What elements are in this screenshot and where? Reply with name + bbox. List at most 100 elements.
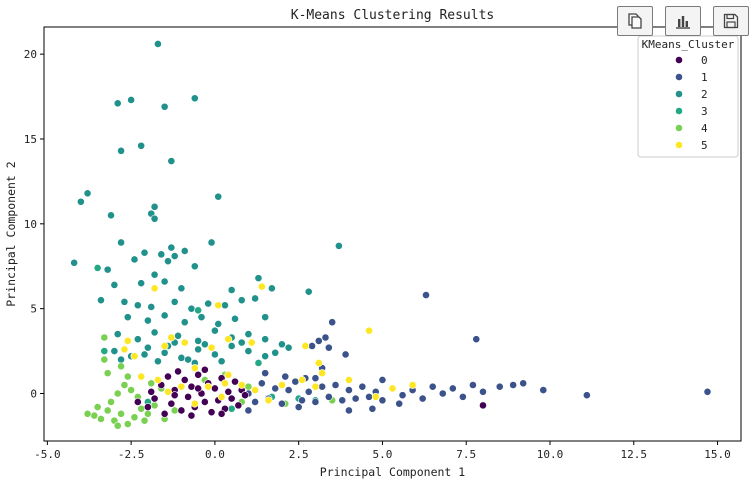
cluster-2-point [210, 350, 219, 359]
chart-title: K-Means Clustering Results [291, 8, 495, 23]
cluster-1-point [368, 404, 377, 413]
cluster-4-point [83, 409, 92, 418]
cluster-2-point [261, 335, 270, 344]
cluster-4-point [107, 398, 115, 406]
cluster-2-point [110, 347, 119, 355]
y-axis-title: Principal Component 2 [4, 161, 18, 306]
cluster-2-point [167, 157, 176, 165]
cluster-5-point [190, 399, 199, 408]
cluster-1-point [311, 374, 320, 383]
cluster-5-point [190, 364, 199, 372]
cluster-1-point [479, 387, 487, 396]
cluster-4-point [130, 413, 139, 422]
cluster-2-point [150, 270, 159, 279]
cluster-5-point [224, 370, 233, 379]
cluster-0-point [231, 377, 239, 386]
cluster-3-point [254, 359, 263, 367]
cluster-1-point [321, 333, 330, 342]
cluster-5-point [204, 382, 213, 391]
cluster-2-point [334, 241, 343, 250]
cluster-2-point [200, 340, 209, 349]
legend: KMeans_Cluster 0 1 2 3 4 5 [637, 35, 739, 158]
cluster-0-point [200, 365, 209, 374]
cluster-2-point [187, 304, 196, 313]
cluster-2-point [147, 303, 156, 311]
cluster-5-point [278, 381, 286, 389]
cluster-3-point [194, 306, 203, 315]
cluster-2-point [113, 330, 122, 339]
cluster-2-point [154, 357, 162, 366]
cluster-3-point [93, 264, 102, 272]
save-button[interactable] [713, 6, 749, 36]
cluster-1-point [378, 396, 387, 405]
cluster-1-point [314, 336, 323, 345]
legend-entry: 5 [675, 139, 708, 152]
cluster-5-point [180, 338, 189, 347]
cluster-5-point [221, 379, 229, 388]
cluster-1-point [428, 382, 437, 391]
cluster-2-point [150, 328, 159, 337]
cluster-2-point [197, 313, 206, 322]
cluster-2-point [117, 238, 125, 247]
cluster-2-point [150, 214, 159, 223]
legend-marker [675, 124, 683, 132]
cluster-2-point [304, 287, 313, 296]
cluster-2-point [210, 326, 219, 335]
cluster-4-point [170, 406, 179, 415]
cluster-1-point [703, 387, 712, 396]
cluster-4-point [123, 372, 132, 381]
cluster-1-point [365, 392, 373, 401]
cluster-5-point [314, 359, 323, 367]
x-tick-label: 5.0 [373, 448, 393, 461]
cluster-2-point [167, 243, 176, 252]
cluster-2-point [76, 197, 85, 206]
cluster-1-point [438, 389, 447, 398]
cluster-0-point [177, 406, 186, 415]
cluster-2-point [190, 262, 199, 271]
cluster-0-point [227, 394, 236, 403]
cluster-1-point [244, 406, 253, 415]
cluster-4-point [120, 381, 129, 389]
cluster-4-point [127, 386, 136, 394]
legend-label: 0 [701, 54, 708, 67]
cluster-1-point [284, 386, 293, 394]
y-tick-label: 0 [30, 387, 37, 400]
cluster-1-point [251, 398, 260, 406]
cluster-2-point [83, 189, 92, 198]
cluster-1-point [298, 396, 306, 405]
cluster-5-point [311, 382, 320, 391]
cluster-1-point [398, 391, 407, 400]
legend-entries: 0 1 2 3 4 5 [675, 54, 708, 152]
cluster-0-point [210, 384, 219, 393]
cluster-5-point [120, 345, 129, 354]
cluster-0-point [160, 409, 169, 418]
cluster-5-point [345, 376, 353, 384]
x-axis-title: Principal Component 1 [320, 465, 465, 479]
cluster-4-point [103, 406, 112, 415]
cluster-0-point [174, 367, 182, 376]
cluster-5-point [388, 384, 397, 393]
cluster-2-point [267, 284, 276, 293]
x-tick-label: -5.0 [34, 448, 61, 461]
cluster-1-point [341, 350, 350, 359]
x-tick-label: 10.0 [537, 448, 564, 461]
cluster-2-point [217, 357, 226, 366]
legend-marker [675, 56, 683, 64]
cluster-4-point [100, 333, 109, 342]
cluster-2-point [170, 297, 179, 306]
cluster-2-point [160, 311, 169, 320]
cluster-1-point [338, 396, 347, 405]
cluster-0-point [164, 372, 172, 381]
cluster-5-point [365, 326, 373, 335]
cluster-1-point [261, 369, 270, 378]
cluster-2-point [160, 102, 169, 111]
cluster-2-point [237, 338, 246, 347]
copy-button[interactable] [617, 6, 653, 36]
cluster-4-point [140, 416, 149, 425]
cluster-1-point [495, 382, 504, 391]
cluster-2-point [150, 202, 159, 211]
chart-view-button[interactable] [665, 6, 701, 36]
x-tick-label: 2.5 [289, 448, 309, 461]
cluster-0-point [194, 370, 203, 379]
y-tick-label: 20 [24, 48, 37, 61]
